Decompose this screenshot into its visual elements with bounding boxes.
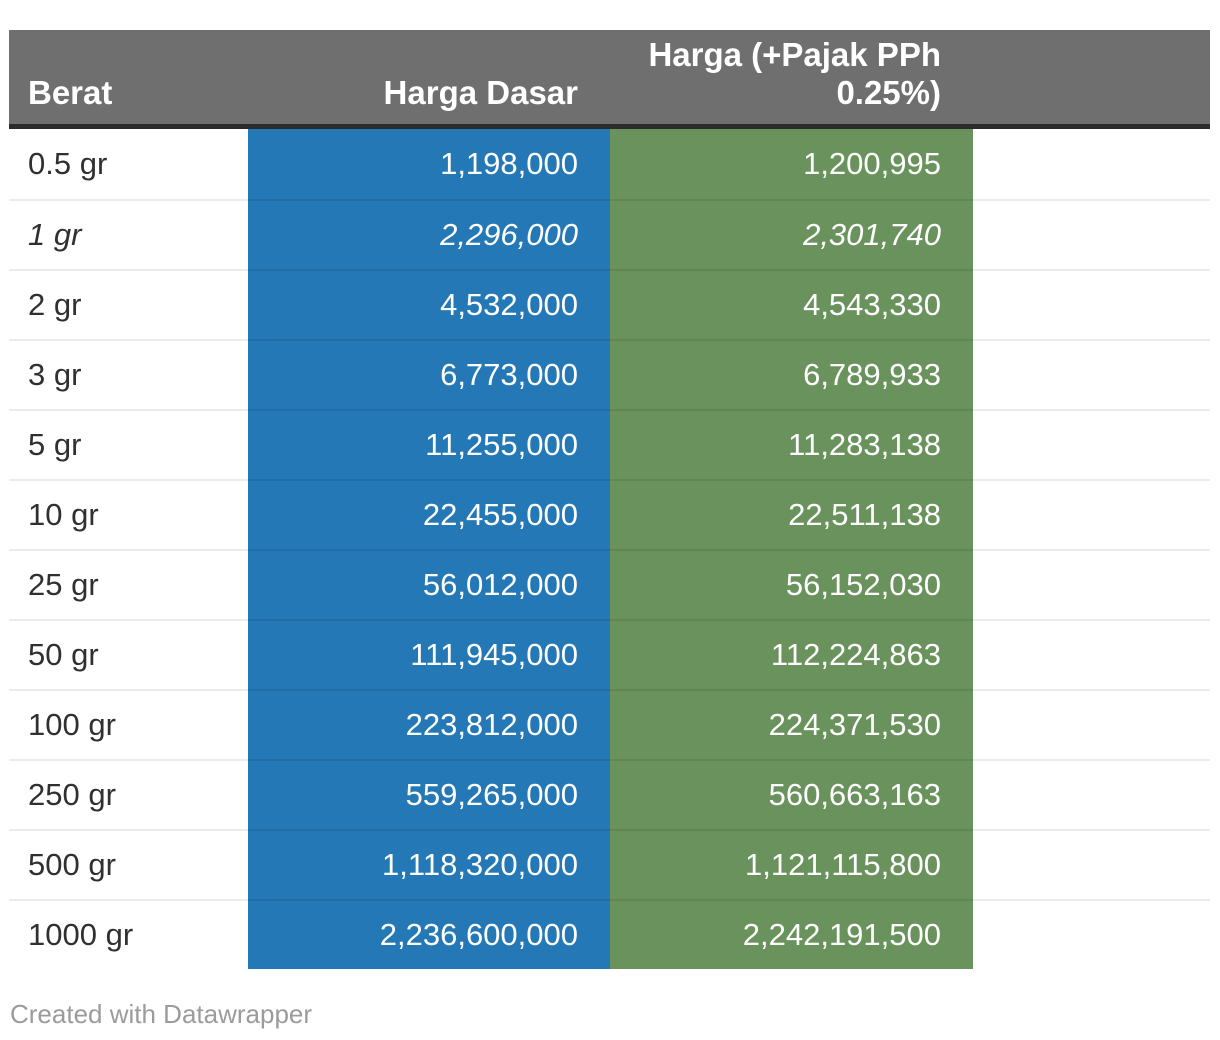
cell-filler: [973, 339, 1210, 409]
table-row: 1000 gr 2,236,600,000 2,242,191,500: [9, 899, 1210, 969]
cell-filler: [973, 829, 1210, 899]
cell-filler: [973, 689, 1210, 759]
cell-filler: [973, 129, 1210, 199]
cell-harga-dasar: 4,532,000: [248, 269, 610, 339]
cell-filler: [973, 269, 1210, 339]
column-header-filler: [973, 30, 1210, 124]
cell-harga-pajak: 4,543,330: [610, 269, 973, 339]
cell-berat: 5 gr: [9, 409, 248, 479]
cell-harga-pajak: 22,511,138: [610, 479, 973, 549]
table-row: 25 gr 56,012,000 56,152,030: [9, 549, 1210, 619]
cell-filler: [973, 199, 1210, 269]
cell-berat: 500 gr: [9, 829, 248, 899]
cell-harga-dasar: 559,265,000: [248, 759, 610, 829]
table-row: 3 gr 6,773,000 6,789,933: [9, 339, 1210, 409]
column-header-harga-dasar: Harga Dasar: [383, 74, 578, 111]
cell-harga-pajak: 112,224,863: [610, 619, 973, 689]
cell-harga-pajak: 2,301,740: [610, 199, 973, 269]
datawrapper-attribution-link[interactable]: Created with Datawrapper: [10, 999, 313, 1029]
cell-filler: [973, 899, 1210, 969]
cell-harga-pajak: 2,242,191,500: [610, 899, 973, 969]
cell-harga-dasar: 223,812,000: [248, 689, 610, 759]
table-row: 50 gr 111,945,000 112,224,863: [9, 619, 1210, 689]
cell-harga-pajak: 11,283,138: [610, 409, 973, 479]
cell-berat: 250 gr: [9, 759, 248, 829]
cell-harga-dasar: 111,945,000: [248, 619, 610, 689]
table-body: 0.5 gr 1,198,000 1,200,995 1 gr 2,296,000 2,3…: [9, 129, 1210, 969]
table-row: 500 gr 1,118,320,000 1,121,115,800: [9, 829, 1210, 899]
table-header-row: Berat Harga Dasar Harga (+Pajak PPh 0.25…: [9, 30, 1210, 129]
cell-berat: 25 gr: [9, 549, 248, 619]
cell-harga-dasar: 56,012,000: [248, 549, 610, 619]
table-row: 250 gr 559,265,000 560,663,163: [9, 759, 1210, 829]
cell-harga-dasar: 1,198,000: [248, 129, 610, 199]
gold-price-table: Berat Harga Dasar Harga (+Pajak PPh 0.25…: [9, 30, 1210, 969]
cell-harga-pajak: 1,200,995: [610, 129, 973, 199]
cell-berat: 2 gr: [9, 269, 248, 339]
column-header-berat: Berat: [28, 74, 113, 111]
cell-berat: 1000 gr: [9, 899, 248, 969]
cell-harga-pajak: 1,121,115,800: [610, 829, 973, 899]
cell-harga-pajak: 560,663,163: [610, 759, 973, 829]
cell-harga-dasar: 1,118,320,000: [248, 829, 610, 899]
cell-filler: [973, 759, 1210, 829]
table-row: 5 gr 11,255,000 11,283,138: [9, 409, 1210, 479]
cell-harga-pajak: 56,152,030: [610, 549, 973, 619]
cell-filler: [973, 479, 1210, 549]
column-header-harga-pajak: Harga (+Pajak PPh 0.25%): [648, 36, 941, 111]
table-row: 0.5 gr 1,198,000 1,200,995: [9, 129, 1210, 199]
cell-berat: 50 gr: [9, 619, 248, 689]
cell-berat: 10 gr: [9, 479, 248, 549]
cell-harga-pajak: 6,789,933: [610, 339, 973, 409]
cell-harga-dasar: 22,455,000: [248, 479, 610, 549]
cell-harga-dasar: 2,296,000: [248, 199, 610, 269]
table-row: 2 gr 4,532,000 4,543,330: [9, 269, 1210, 339]
cell-harga-dasar: 2,236,600,000: [248, 899, 610, 969]
cell-filler: [973, 549, 1210, 619]
cell-berat: 1 gr: [9, 199, 248, 269]
table-row: 1 gr 2,296,000 2,301,740: [9, 199, 1210, 269]
cell-harga-dasar: 11,255,000: [248, 409, 610, 479]
cell-berat: 100 gr: [9, 689, 248, 759]
cell-berat: 0.5 gr: [9, 129, 248, 199]
cell-filler: [973, 409, 1210, 479]
table-row: 100 gr 223,812,000 224,371,530: [9, 689, 1210, 759]
cell-harga-pajak: 224,371,530: [610, 689, 973, 759]
cell-berat: 3 gr: [9, 339, 248, 409]
table-row: 10 gr 22,455,000 22,511,138: [9, 479, 1210, 549]
cell-harga-dasar: 6,773,000: [248, 339, 610, 409]
cell-filler: [973, 619, 1210, 689]
